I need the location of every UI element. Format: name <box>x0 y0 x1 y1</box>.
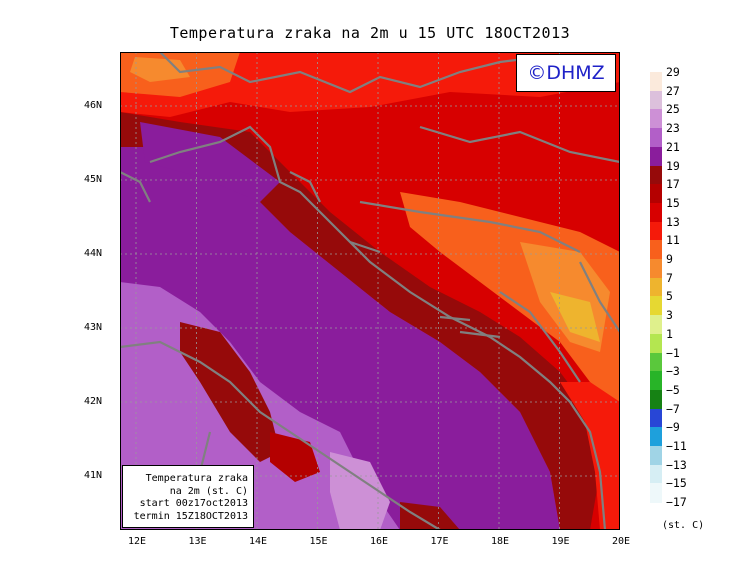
balkan-warm-zone <box>560 382 620 530</box>
legend-tick-label: −17 <box>666 495 687 510</box>
legend-swatch <box>650 427 662 447</box>
lon-label: 20E <box>611 536 631 547</box>
legend-tick-label: 23 <box>666 121 680 136</box>
north-warm-zone <box>120 52 620 117</box>
legend-swatch <box>650 446 662 466</box>
bih-border <box>499 291 581 383</box>
legend-swatch <box>650 90 662 110</box>
alpine-border <box>159 52 541 94</box>
legend-tick-label: 5 <box>666 289 673 304</box>
lon-label: 16E <box>369 536 389 547</box>
legend-tick-label: −5 <box>666 382 680 397</box>
italy-pink-zone <box>330 452 390 530</box>
grid-lines <box>120 52 620 530</box>
legend-tick-label: 3 <box>666 308 673 323</box>
legend-swatch <box>650 146 662 166</box>
legend-tick-label: −1 <box>666 345 680 360</box>
venice-coast <box>120 171 151 203</box>
info-line-1: Temperatura zraka <box>145 473 248 484</box>
info-line-4: termin 15Z18OCT2013 <box>133 510 248 522</box>
south-red-zone <box>400 502 460 530</box>
legend-swatch <box>650 352 662 372</box>
legend-tick-label: −7 <box>666 401 680 416</box>
legend-swatch <box>650 72 662 92</box>
legend-swatch <box>650 315 662 335</box>
legend-swatch <box>650 221 662 241</box>
legend-tick-label: 29 <box>666 65 680 79</box>
sava-border <box>359 200 581 253</box>
dalmatian-island-3 <box>459 330 501 339</box>
legend-tick-label: 11 <box>666 233 680 248</box>
lon-label: 13E <box>188 536 207 547</box>
lon-label: 17E <box>430 536 449 547</box>
istria-gulf-zone <box>140 122 280 202</box>
drava-border <box>419 125 620 164</box>
legend-swatch <box>650 259 662 279</box>
lat-label: 44N <box>84 248 103 259</box>
legend-tick-label: 27 <box>666 83 680 98</box>
legend-swatch <box>650 389 662 410</box>
legend-swatch <box>650 333 662 353</box>
legend-tick-label: 17 <box>666 177 680 192</box>
legend-tick-label: −11 <box>666 439 687 453</box>
legend-swatch <box>650 202 662 223</box>
lon-label: 12E <box>127 536 147 547</box>
info-line-3: start 00z17oct2013 <box>139 498 248 509</box>
lon-label: 15E <box>309 536 328 547</box>
legend-swatch <box>650 408 662 428</box>
dhmz-logo: ©DHMZ <box>516 54 616 92</box>
legend-swatch <box>650 128 662 148</box>
legend-tick-label: 25 <box>666 102 680 117</box>
east-adriatic-coast <box>149 125 607 530</box>
legend-swatch <box>650 277 662 297</box>
legend-swatch <box>650 165 662 185</box>
east-orange-zone <box>400 192 620 412</box>
lat-label: 42N <box>84 396 103 407</box>
legend-unit: (st. C) <box>662 520 705 531</box>
alpine-light-zone <box>130 57 190 82</box>
legend-tick-label: 19 <box>666 158 680 173</box>
map-canvas <box>120 52 620 530</box>
legend-swatch <box>650 483 662 503</box>
legend-tick-label: −9 <box>666 420 680 435</box>
lon-label: 14E <box>248 536 268 547</box>
lon-label: 19E <box>551 536 570 547</box>
temperature-map <box>120 52 620 530</box>
legend-tick-label: 13 <box>666 214 680 229</box>
serbia-border <box>579 261 620 333</box>
lat-label: 46N <box>84 100 103 111</box>
lat-label: 43N <box>84 322 103 333</box>
dalmatian-island-1 <box>349 240 381 254</box>
legend-tick-label: 15 <box>666 195 680 210</box>
lat-label: 45N <box>84 174 103 185</box>
map-title: Temperatura zraka na 2m u 15 UTC 18OCT20… <box>169 24 571 42</box>
legend-swatch <box>650 371 662 391</box>
apennine-red-zone <box>180 322 280 462</box>
lon-label: 18E <box>490 536 510 547</box>
legend-tick-label: −15 <box>666 476 687 491</box>
info-box: Temperatura zraka na 2m (st. C) start 00… <box>122 465 254 528</box>
legend-tick-label: 9 <box>666 252 673 266</box>
dalmatian-island-2 <box>439 315 471 322</box>
kvarner-island <box>289 171 321 203</box>
legend-tick-label: 1 <box>666 326 673 341</box>
legend-swatch <box>650 109 662 129</box>
legend-swatch <box>650 240 662 260</box>
east-yellow-zone <box>550 292 600 342</box>
legend-tick-label: −13 <box>666 457 687 472</box>
legend-swatch <box>650 464 662 484</box>
legend-swatch <box>650 184 662 204</box>
info-line-2: na 2m (st. C) <box>169 485 248 497</box>
lat-label: 41N <box>84 470 103 481</box>
legend-tick-label: 21 <box>666 139 680 154</box>
legend-tick-label: −3 <box>666 364 680 379</box>
italy-coast <box>120 340 441 530</box>
legend-swatch <box>650 296 662 316</box>
map-border <box>120 52 620 530</box>
legend-tick-label: 7 <box>666 270 673 285</box>
